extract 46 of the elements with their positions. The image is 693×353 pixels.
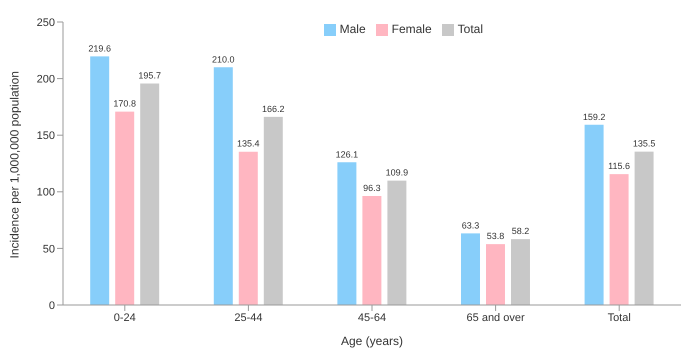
data-label: 63.3 <box>462 220 480 230</box>
x-tick-label: Total <box>608 312 631 324</box>
data-label: 96.3 <box>363 182 381 193</box>
data-label: 210.0 <box>212 54 235 64</box>
bar <box>238 152 258 305</box>
y-tick-label: 100 <box>36 186 55 199</box>
bar <box>214 67 233 305</box>
bar <box>387 180 406 305</box>
bar <box>460 233 480 305</box>
bar <box>486 244 505 305</box>
data-label: 53.8 <box>486 231 504 242</box>
y-tick-label: 150 <box>36 130 55 142</box>
data-label: 135.5 <box>632 138 656 149</box>
data-label: 159.2 <box>582 112 606 122</box>
bar <box>115 112 134 305</box>
bar <box>90 56 110 305</box>
data-label: 195.7 <box>138 70 161 80</box>
x-tick-label: 45-64 <box>358 312 386 324</box>
bar <box>610 174 629 305</box>
data-label: 115.6 <box>608 161 630 172</box>
bar <box>337 162 356 305</box>
data-label: 166.2 <box>262 104 285 114</box>
y-tick-label: 250 <box>36 16 55 29</box>
bar <box>140 83 160 305</box>
y-tick-label: 200 <box>36 74 55 86</box>
data-label: 219.6 <box>88 43 111 54</box>
bar <box>264 116 283 305</box>
bar <box>510 239 530 305</box>
y-tick-label: 0 <box>48 300 55 312</box>
x-axis-title: Age (years) <box>340 334 404 348</box>
data-label: 135.4 <box>237 138 260 149</box>
legend-label: Male <box>340 22 366 36</box>
data-label: 58.2 <box>512 226 530 236</box>
y-tick-label: 50 <box>42 243 55 256</box>
bar <box>634 152 654 305</box>
bar <box>584 124 604 305</box>
x-tick-label: 0-24 <box>114 312 136 324</box>
data-label: 126.1 <box>336 149 358 160</box>
data-label: 109.9 <box>386 168 408 178</box>
x-tick-label: 25-44 <box>234 312 262 324</box>
bar <box>362 196 382 305</box>
data-label: 170.8 <box>113 98 136 109</box>
legend-label: Total <box>458 22 483 36</box>
legend-label: Female <box>392 22 432 36</box>
y-axis-title: Incidence per 1,000,000 population <box>7 71 22 258</box>
x-tick-label: 65 and over <box>466 312 525 324</box>
